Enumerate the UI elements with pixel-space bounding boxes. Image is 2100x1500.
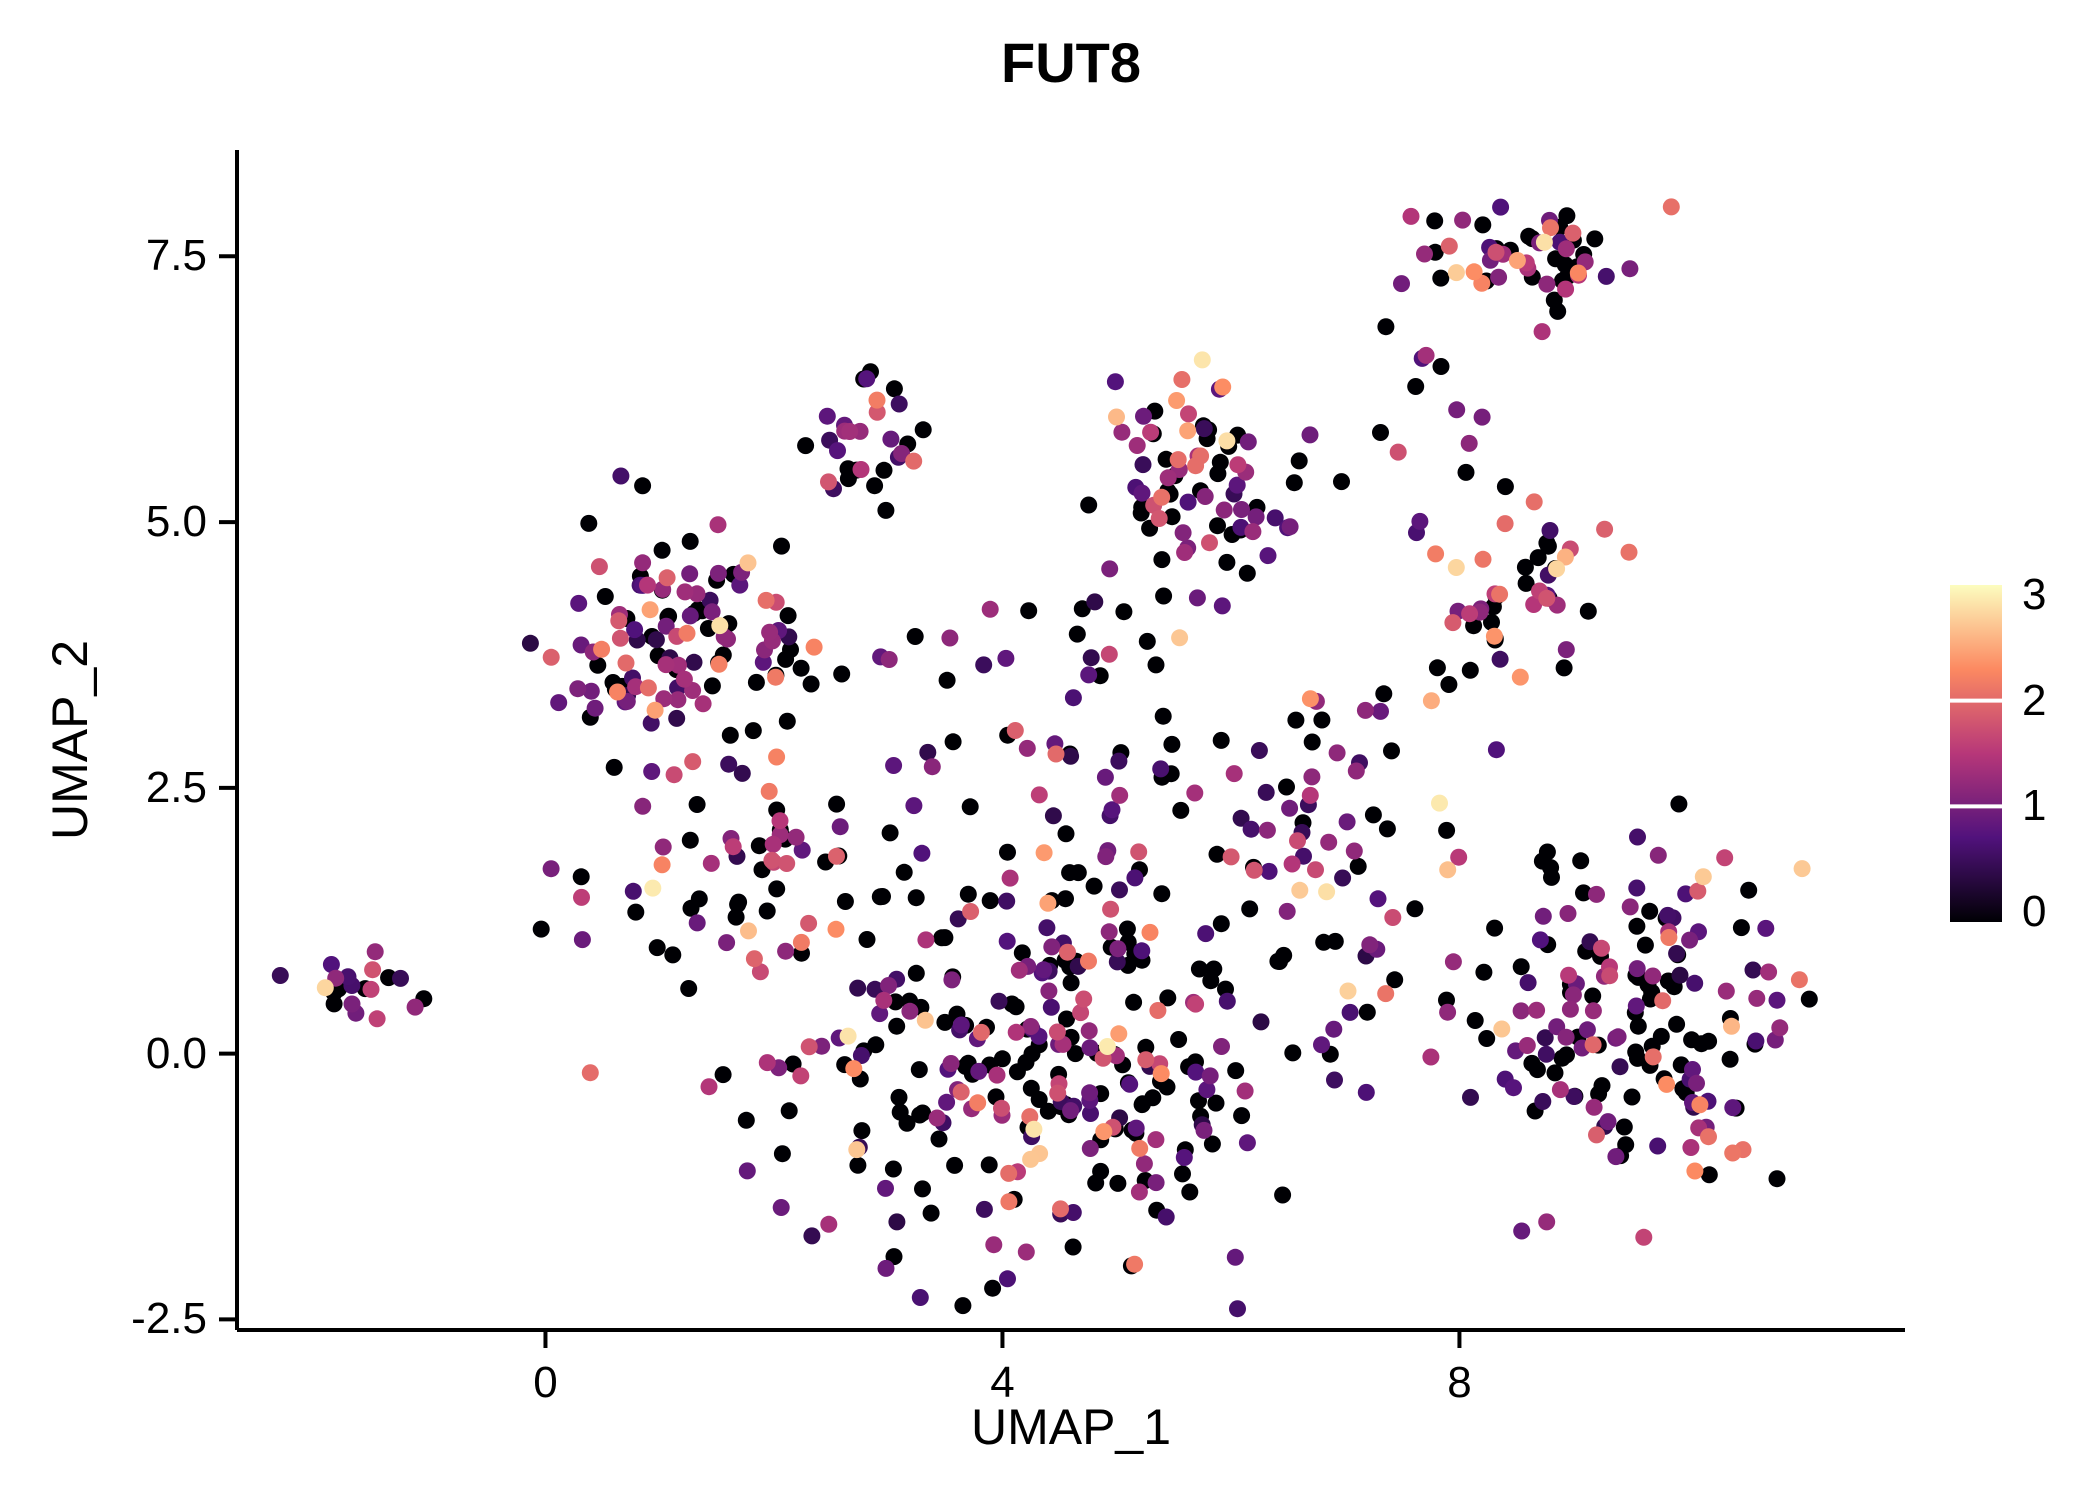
y-tick-label: 0.0 [145, 1028, 207, 1078]
axes [219, 150, 1905, 1348]
scatter-points [271, 198, 1818, 1318]
colorbar [1950, 585, 2002, 922]
y-tick-label: 5.0 [145, 497, 207, 547]
colorbar-tick-label: 1 [2022, 781, 2047, 831]
colorbar-tick-label: 2 [2022, 675, 2047, 725]
x-axis-label: UMAP_1 [970, 1399, 1172, 1455]
chart-title: FUT8 [1001, 31, 1141, 94]
x-tick-label: 8 [1447, 1358, 1472, 1407]
colorbar-tick-label: 0 [2022, 887, 2047, 936]
colorbar-tick-label: 3 [2022, 570, 2047, 619]
y-tick-label: 2.5 [145, 762, 207, 812]
y-tick-label: -2.5 [131, 1294, 207, 1344]
y-tick-label: 7.5 [145, 231, 207, 281]
x-tick-label: 0 [533, 1358, 558, 1407]
x-tick-label: 4 [990, 1358, 1015, 1407]
